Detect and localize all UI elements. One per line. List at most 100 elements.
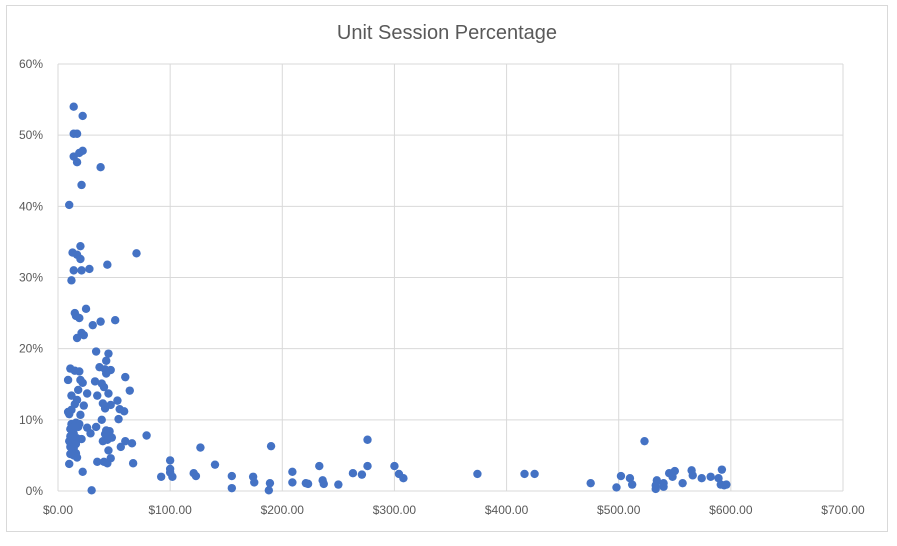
data-point	[121, 372, 130, 382]
x-tick-label: $600.00	[709, 503, 753, 517]
data-point	[288, 467, 297, 476]
data-point	[78, 378, 87, 388]
data-point	[196, 443, 205, 452]
y-tick-label: 10%	[19, 413, 43, 427]
data-point	[266, 441, 276, 451]
data-point	[722, 480, 731, 489]
data-point	[142, 431, 151, 440]
data-point	[303, 479, 313, 489]
data-point	[104, 389, 113, 398]
data-point	[76, 254, 85, 264]
data-point	[116, 442, 126, 452]
data-point	[119, 407, 129, 416]
data-point	[77, 434, 86, 444]
data-point	[625, 473, 635, 483]
data-point	[678, 478, 687, 488]
gridlines	[57, 63, 844, 492]
data-point	[113, 396, 122, 405]
data-point	[69, 266, 78, 275]
data-point	[114, 414, 123, 424]
data-point	[97, 415, 106, 425]
data-point	[586, 478, 595, 488]
data-point	[104, 349, 113, 358]
data-point	[612, 483, 621, 492]
x-tick-label: $0.00	[43, 503, 73, 517]
data-point	[72, 333, 82, 343]
data-point	[265, 478, 275, 488]
data-point	[128, 459, 138, 468]
data-point	[132, 249, 141, 258]
data-point	[250, 478, 259, 487]
data-point	[627, 480, 637, 489]
data-point	[93, 457, 102, 467]
data-point	[85, 264, 94, 274]
data-point	[127, 439, 137, 448]
data-point	[86, 429, 95, 438]
data-point	[96, 317, 105, 326]
data-point	[616, 471, 626, 481]
data-point	[334, 480, 343, 489]
data-point	[156, 472, 166, 481]
data-points	[63, 102, 731, 495]
data-point	[73, 385, 83, 395]
data-point	[348, 469, 358, 478]
data-point	[288, 478, 297, 487]
data-point	[363, 461, 372, 471]
data-point	[88, 320, 97, 330]
data-point	[90, 377, 100, 386]
data-point	[103, 459, 112, 468]
data-point	[659, 478, 668, 488]
data-point	[390, 461, 399, 471]
y-tick-label: 40%	[19, 199, 43, 213]
data-point	[103, 260, 112, 269]
chart-frame: Unit Session Percentage	[6, 5, 888, 532]
data-point	[688, 471, 697, 480]
data-point	[227, 483, 237, 493]
data-point	[82, 389, 92, 398]
data-point	[530, 469, 539, 479]
data-point	[315, 461, 324, 471]
data-point	[96, 162, 105, 172]
x-tick-label: $700.00	[821, 503, 865, 517]
data-point	[63, 375, 73, 385]
data-point	[165, 456, 175, 465]
x-tick-label: $500.00	[597, 503, 641, 517]
data-point	[125, 386, 134, 395]
data-point	[78, 467, 87, 476]
data-point	[697, 473, 706, 483]
data-point	[110, 316, 120, 325]
x-tick-label: $100.00	[148, 503, 192, 517]
x-axis-labels: $0.00 $100.00 $200.00 $300.00 $400.00 $500.00…	[43, 503, 865, 517]
data-point	[357, 470, 367, 479]
data-point	[75, 367, 84, 376]
data-point	[72, 453, 82, 462]
y-tick-label: 0%	[26, 484, 44, 498]
data-point	[76, 241, 85, 251]
data-point	[706, 472, 715, 481]
data-point	[91, 347, 101, 356]
data-point	[121, 436, 130, 446]
data-point	[93, 391, 102, 400]
y-tick-label: 30%	[19, 271, 43, 285]
data-point	[717, 465, 727, 474]
data-point	[98, 436, 108, 446]
data-point	[104, 446, 113, 455]
x-tick-label: $300.00	[373, 503, 417, 517]
data-point	[72, 129, 82, 138]
x-tick-label: $400.00	[485, 503, 529, 517]
y-axis-labels: 0% 10% 20% 30% 40% 50% 60%	[19, 57, 43, 498]
data-point	[78, 111, 87, 121]
data-point	[76, 410, 85, 420]
data-point	[319, 479, 328, 489]
chart-title: Unit Session Percentage	[336, 22, 558, 44]
data-point	[79, 401, 88, 410]
data-point	[72, 158, 82, 167]
data-point	[65, 459, 74, 469]
data-point	[77, 180, 86, 190]
data-point	[67, 276, 76, 285]
data-point	[65, 200, 74, 210]
data-point	[102, 356, 111, 365]
y-tick-label: 20%	[19, 342, 43, 356]
data-point	[264, 486, 274, 495]
